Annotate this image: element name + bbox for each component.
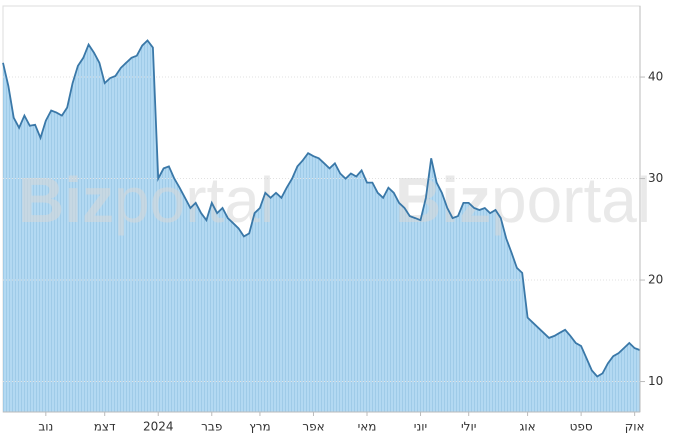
x-tick-label: נוב bbox=[38, 420, 53, 434]
watermark-bold: Biz bbox=[18, 164, 114, 236]
y-tick-label: 10 bbox=[648, 374, 663, 388]
area bbox=[3, 40, 640, 412]
watermark: Bizportal bbox=[18, 164, 274, 236]
y-tick-label: 30 bbox=[648, 171, 663, 185]
line bbox=[2, 39, 641, 378]
x-tick-label: אוג bbox=[519, 420, 535, 434]
watermark: Bizportal bbox=[395, 164, 651, 236]
x-tick-label: יוני bbox=[414, 420, 427, 434]
watermark-light: portal bbox=[114, 164, 274, 236]
x-tick-label: פבר bbox=[201, 420, 222, 434]
x-tick-label: דצמ bbox=[94, 420, 116, 434]
x-tick-label: יולי bbox=[461, 420, 476, 434]
x-tick-label: ספט bbox=[570, 420, 593, 434]
x-tick-label: אפר bbox=[302, 420, 324, 434]
x-tick-label: 2024 bbox=[143, 420, 174, 434]
x-tick-label: מרץ bbox=[249, 420, 270, 434]
y-tick-label: 20 bbox=[648, 273, 663, 287]
x-tick-label: אוק bbox=[625, 420, 645, 434]
watermark-light: portal bbox=[491, 164, 651, 236]
y-tick-label: 40 bbox=[648, 70, 663, 84]
watermark-bold: Biz bbox=[395, 164, 491, 236]
x-tick-label: מאי bbox=[358, 420, 377, 434]
